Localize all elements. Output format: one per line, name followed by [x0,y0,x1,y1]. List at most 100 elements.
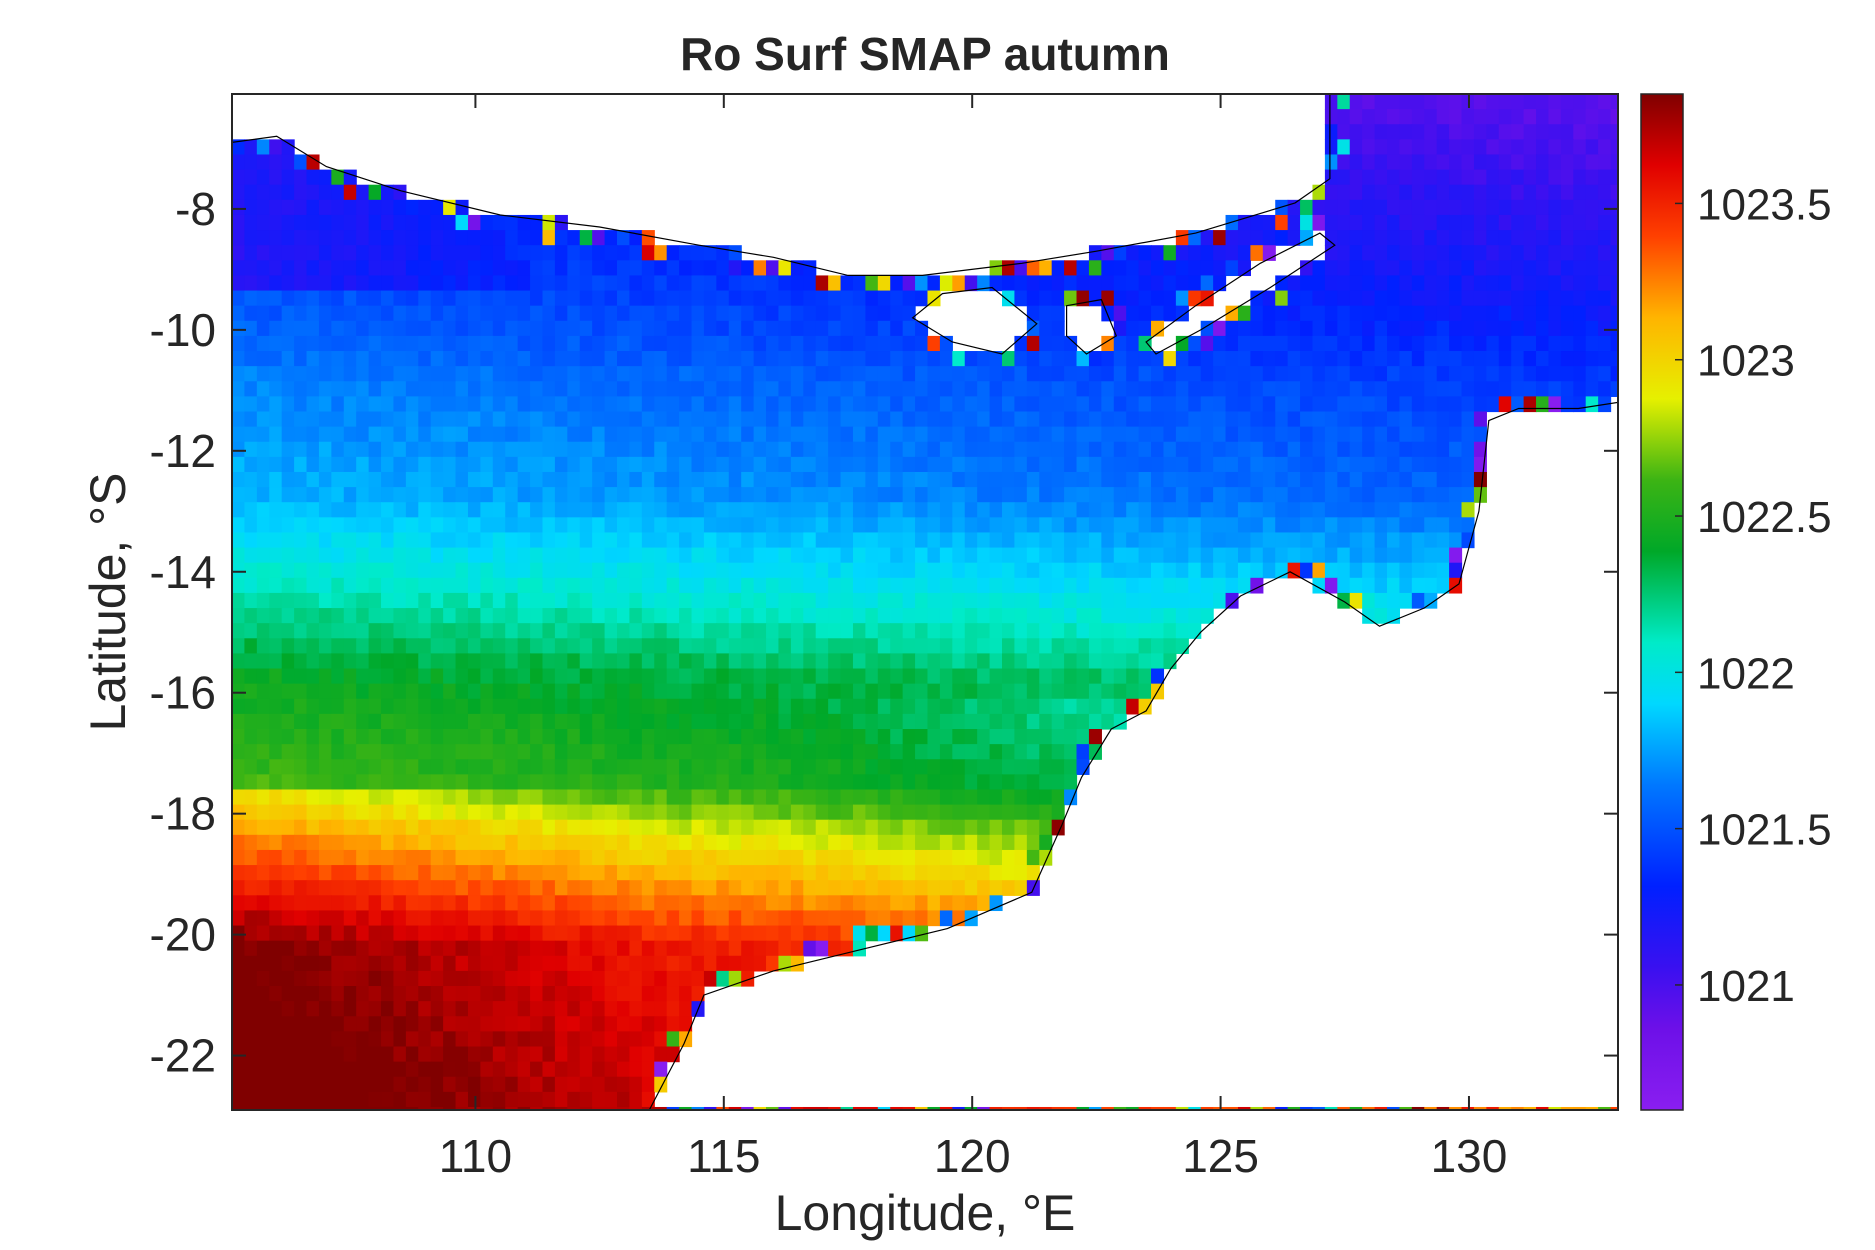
heatmap-cell [542,653,556,670]
heatmap-cell [728,1106,742,1110]
heatmap-cell [381,849,395,866]
heatmap-cell [1585,169,1599,186]
heatmap-cell [654,260,668,277]
heatmap-cell [691,351,705,367]
heatmap-cell [790,653,804,670]
heatmap-cell [554,1031,568,1048]
heatmap-cell [1138,1106,1152,1110]
heatmap-cell [989,683,1003,700]
heatmap-cell [939,713,953,730]
heatmap-cell [530,865,544,881]
heatmap-cell [1324,487,1338,503]
heatmap-cell [480,744,494,760]
heatmap-cell [1312,275,1326,292]
heatmap-cell [902,789,916,806]
heatmap-cell [1163,623,1177,639]
heatmap-cell [1126,381,1140,397]
heatmap-cell [741,320,755,337]
heatmap-cell [803,1106,817,1110]
heatmap-cell [617,759,631,775]
heatmap-cell [753,592,767,609]
heatmap-cell [1300,260,1314,277]
heatmap-cell [331,925,345,942]
heatmap-cell [604,804,618,821]
heatmap-cell [455,592,469,609]
heatmap-cell [467,940,481,957]
heatmap-cell [1399,290,1413,307]
heatmap-cell [579,456,593,473]
heatmap-cell [356,441,370,458]
heatmap-cell [1598,139,1612,156]
heatmap-cell [567,834,581,851]
heatmap-cell [604,608,618,624]
heatmap-cell [517,396,531,413]
heatmap-cell [1026,668,1040,685]
heatmap-cell [1163,577,1177,594]
heatmap-cell [716,865,730,881]
heatmap-cell [244,880,258,896]
heatmap-cell [1014,849,1028,866]
heatmap-cell [430,683,444,700]
heatmap-cell [244,653,258,670]
heatmap-cell [1411,441,1425,458]
heatmap-cell [1039,366,1053,382]
heatmap-cell [728,290,742,307]
heatmap-cell [554,955,568,972]
heatmap-cell [728,320,742,337]
heatmap-cell [1511,154,1525,171]
heatmap-cell [1387,245,1401,261]
heatmap-cell [455,759,469,775]
heatmap-cell [915,910,929,927]
heatmap-cell [443,880,457,896]
heatmap-cell [790,1106,804,1110]
heatmap-cell [343,819,357,836]
heatmap-cell [1349,230,1363,246]
heatmap-cell [716,471,730,488]
heatmap-cell [331,744,345,760]
heatmap-cell [281,577,295,594]
heatmap-cell [1064,335,1078,352]
heatmap-cell [790,774,804,791]
heatmap-cell [1250,487,1264,503]
heatmap-cell [691,366,705,382]
heatmap-cell [679,744,693,760]
heatmap-cell [542,305,556,322]
heatmap-cell [405,880,419,896]
heatmap-cell [1138,683,1152,700]
heatmap-cell [294,441,308,458]
heatmap-cell [1337,562,1351,579]
heatmap-cell [269,381,283,397]
heatmap-cell [517,668,531,685]
heatmap-cell [1560,305,1574,322]
heatmap-cell [1287,199,1301,216]
heatmap-cell [964,608,978,624]
heatmap-cell [1449,487,1463,503]
heatmap-cell [306,1001,320,1017]
heatmap-cell [443,517,457,534]
heatmap-cell [343,895,357,912]
heatmap-cell [828,290,842,307]
heatmap-cell [232,547,246,564]
heatmap-cell [1362,184,1376,201]
heatmap-cell [455,865,469,881]
heatmap-cell [617,305,631,322]
heatmap-cell [1324,381,1338,397]
heatmap-cell [716,638,730,655]
heatmap-cell [331,955,345,972]
heatmap-cell [306,774,320,791]
heatmap-cell [467,320,481,337]
heatmap-cell [318,245,332,261]
heatmap-cell [480,441,494,458]
heatmap-cell [977,895,991,912]
heatmap-cell [691,713,705,730]
heatmap-cell [1573,381,1587,397]
heatmap-cell [1113,305,1127,322]
heatmap-cell [455,502,469,518]
heatmap-cell [840,381,854,397]
heatmap-cell [368,683,382,700]
heatmap-cell [790,441,804,458]
heatmap-cell [1064,1106,1078,1110]
heatmap-cell [269,351,283,367]
heatmap-cell [1461,411,1475,428]
heatmap-cell [1424,109,1438,125]
